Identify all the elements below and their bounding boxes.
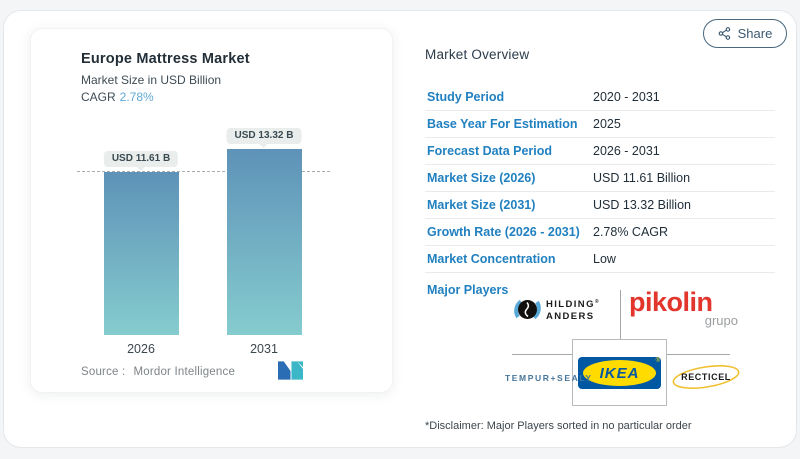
row-value: 2026 - 2031 (593, 144, 660, 158)
ikea-registered-mark: ® (655, 358, 660, 364)
overview-table: Study Period 2020 - 2031 Base Year For E… (425, 84, 775, 273)
bar-label-2026: USD 11.61 B (103, 151, 179, 168)
row-value: USD 11.61 Billion (593, 171, 691, 185)
chart-subtitle: Market Size in USD Billion (81, 73, 222, 87)
pikolin-logo: pikolin grupo (629, 287, 741, 329)
bar-2026 (104, 172, 179, 335)
bar-2031 (227, 148, 302, 335)
row-value: Low (593, 252, 616, 266)
major-players-label: Major Players (427, 283, 509, 297)
table-row: Market Concentration Low (425, 246, 775, 273)
overview-title: Market Overview (425, 47, 530, 62)
chart-card: Europe Mattress Market Market Size in US… (30, 28, 393, 393)
players-vertical-divider (620, 290, 621, 340)
table-row: Growth Rate (2026 - 2031) 2.78% CAGR (425, 219, 775, 246)
ikea-logo-box: IKEA ® (572, 339, 667, 406)
disclaimer-text: *Disclaimer: Major Players sorted in no … (425, 420, 692, 432)
table-row: Base Year For Estimation 2025 (425, 111, 775, 138)
mordor-intelligence-logo (278, 361, 303, 380)
row-value: 2.78% CAGR (593, 225, 669, 239)
row-label: Market Concentration (427, 252, 556, 266)
row-label: Forecast Data Period (427, 144, 553, 158)
ikea-oval: IKEA (583, 360, 656, 386)
share-button[interactable]: Share (703, 19, 787, 48)
chart-title: Europe Mattress Market (81, 51, 250, 67)
x-axis-label-2026: 2026 (127, 342, 155, 356)
row-value: USD 13.32 Billion (593, 198, 691, 212)
tempur-sealy-logo: TEMPUR+SEALY (505, 373, 593, 383)
row-label: Study Period (427, 90, 505, 104)
row-label: Market Size (2026) (427, 171, 536, 185)
row-label: Market Size (2031) (427, 198, 536, 212)
share-nodes-icon (718, 27, 730, 40)
row-value: 2025 (593, 117, 621, 131)
source-label: Source : (81, 366, 126, 378)
recticel-wordmark: RECTICEL (681, 372, 731, 382)
bar-label-2031: USD 13.32 B (226, 127, 302, 144)
row-label: Growth Rate (2026 - 2031) (427, 225, 580, 239)
cagr-value: 2.78% (119, 90, 154, 104)
cagr-label: CAGR (81, 90, 116, 104)
reference-line (77, 171, 330, 173)
hilding-anders-logo: HILDING® ANDERS (514, 296, 599, 323)
x-axis-label-2031: 2031 (250, 342, 278, 356)
share-button-label: Share (737, 26, 773, 41)
row-value: 2020 - 2031 (593, 90, 660, 104)
row-label: Base Year For Estimation (427, 117, 578, 131)
source-name: Mordor Intelligence (133, 366, 236, 378)
pikolin-grupo-text: grupo (704, 313, 738, 328)
source-line: Source : Mordor Intelligence (81, 366, 235, 378)
ikea-wordmark: IKEA (599, 364, 640, 382)
table-row: Forecast Data Period 2026 - 2031 (425, 138, 775, 165)
recticel-logo: RECTICEL (672, 365, 740, 389)
chart-cagr: CAGR 2.78% (81, 90, 154, 104)
ikea-logo: IKEA ® (578, 357, 661, 389)
hilding-anders-wordmark: HILDING® ANDERS (546, 299, 599, 322)
table-row: Market Size (2026) USD 11.61 Billion (425, 165, 775, 192)
hilding-anders-icon (514, 299, 541, 320)
pikolin-wordmark: pikolin (629, 287, 713, 317)
table-row: Study Period 2020 - 2031 (425, 84, 775, 111)
table-row: Market Size (2031) USD 13.32 Billion (425, 192, 775, 219)
major-players-logos: HILDING® ANDERS pikolin grupo IKEA ® TEM… (500, 288, 748, 410)
